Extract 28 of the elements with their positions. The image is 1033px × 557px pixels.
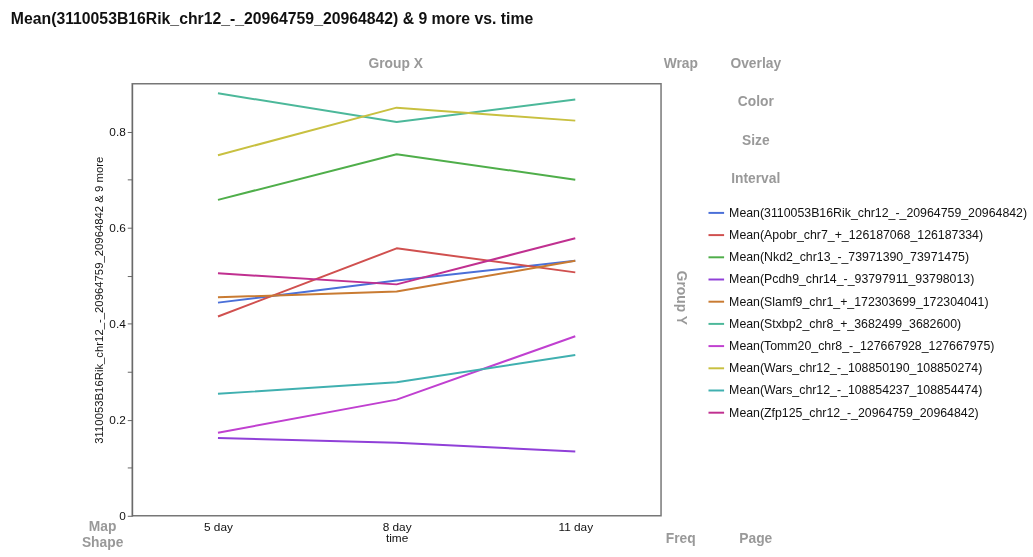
legend-label: Mean(Zfp125_chr12_-_20964759_20964842) [729,405,979,420]
legend-label: Mean(Wars_chr12_-_108854237_108854474) [729,383,983,398]
y-tick-label: 0 [119,509,127,524]
x-tick-label: 11 day [558,520,594,535]
legend-label: Mean(Stxbp2_chr8_+_3682499_3682600) [729,316,962,331]
text: Interval [731,170,781,187]
chart-title: Mean(3110053B16Rik_chr12_-_20964759_20964842) & 9 more vs. time [10,10,534,28]
y-tick-label: 0.6 [109,221,127,236]
legend-label: Mean(3110053B16Rik_chr12_-_20964759_20964842) [729,205,1028,220]
legend-label: Mean(Wars_chr12_-_108850190_108850274) [729,361,983,376]
legend-label: Mean(Pcdh9_chr14_-_93797911_93798013) [729,272,975,287]
text: Wrap [663,54,698,71]
legend-label: Mean(Tomm20_chr8_-_127667928_127667975) [729,339,995,354]
y-tick-label: 0.4 [109,317,127,332]
text: Size [741,131,770,148]
legend-label: Mean(Slamf9_chr1_+_172303699_172304041) [729,294,989,309]
text: Overlay [730,54,782,71]
x-tick-label: 5 day [203,520,234,535]
y-tick-label: 0.2 [109,413,126,428]
text: Group Y [673,270,690,325]
text: Color [737,93,775,110]
legend-label: Mean(Apobr_chr7_+_126187068_126187334) [729,228,984,243]
text: Page [739,530,773,547]
text: Freq [665,530,696,547]
text: Group X [368,54,424,71]
legend-label: Mean(Nkd2_chr13_-_73971390_73971475) [729,250,970,265]
y-tick-label: 0.8 [109,125,127,140]
y-axis-title: 3110053B16Rik_chr12_-_20964759_20964842 & 9 more [93,156,106,444]
